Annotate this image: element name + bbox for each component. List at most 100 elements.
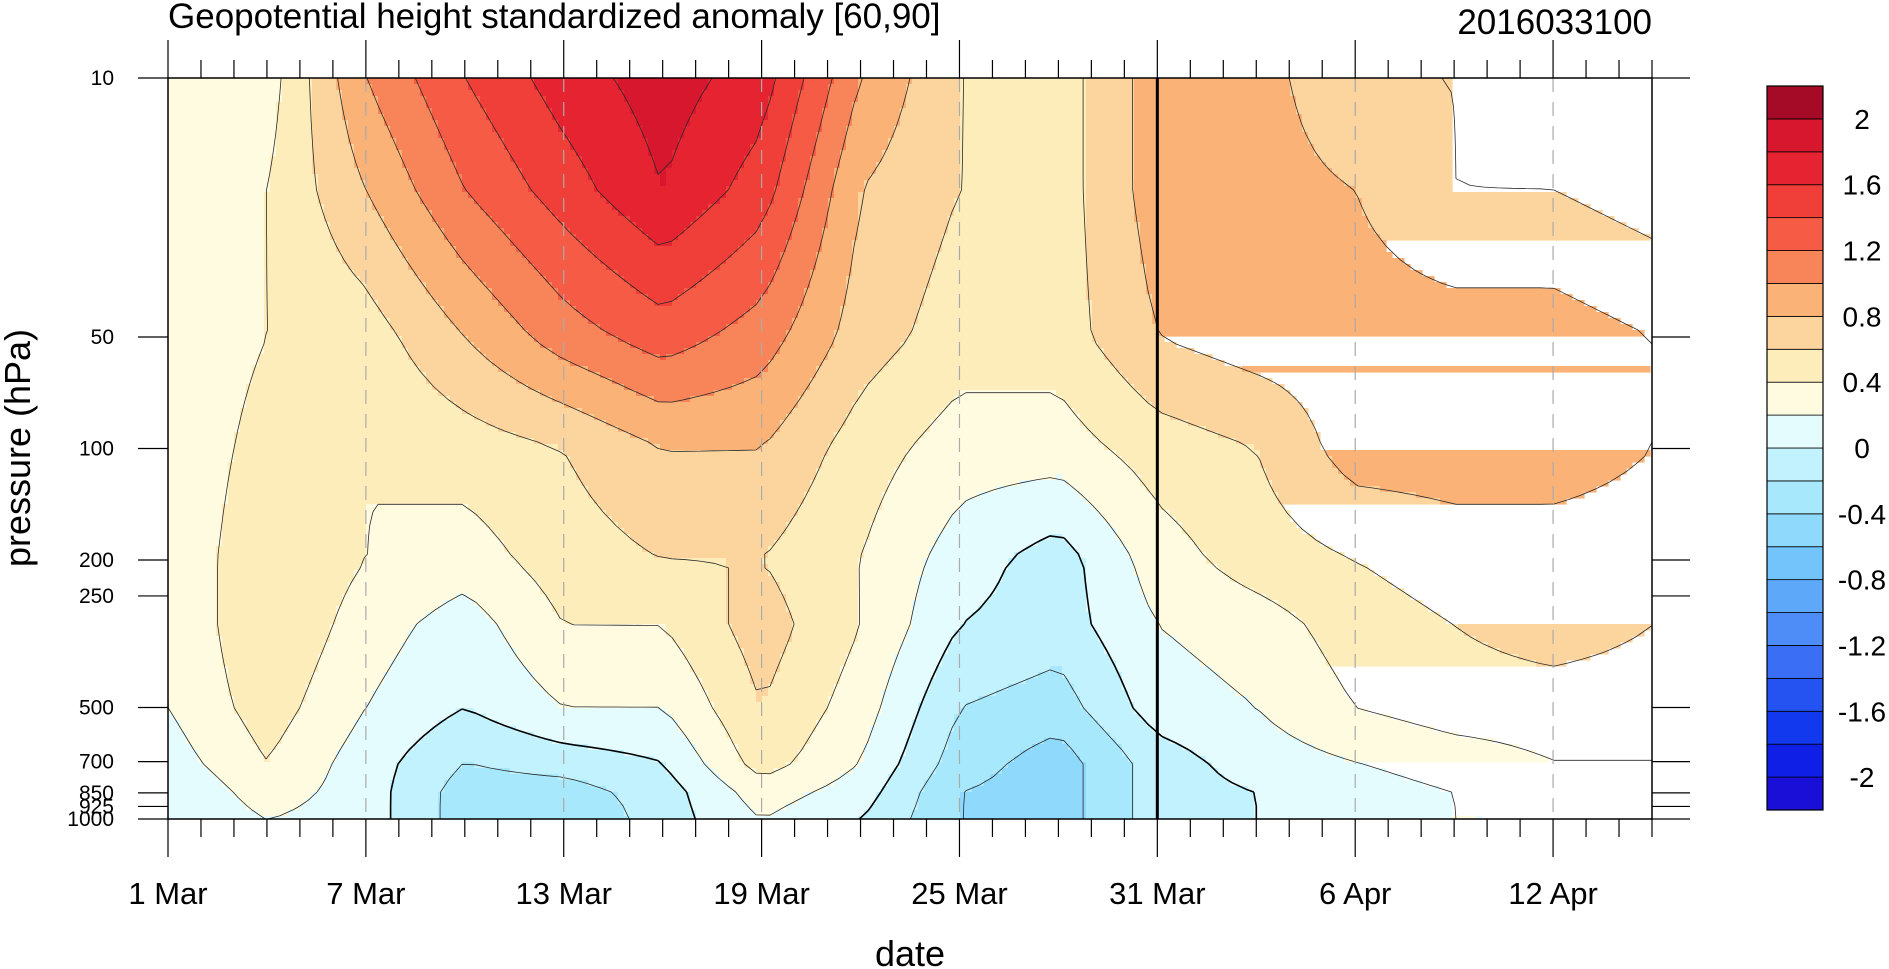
contour-cell: [1254, 588, 1405, 595]
contour-cell: [336, 240, 397, 247]
contour-cell: [984, 600, 1087, 607]
contour-cell: [810, 282, 847, 289]
contour-cell: [768, 570, 859, 577]
contour-cell: [264, 192, 319, 199]
contour-cell: [1086, 798, 1135, 805]
contour-cell: [804, 300, 847, 307]
contour-cell: [1134, 132, 1309, 139]
contour-cell: [486, 114, 553, 121]
x-tick-label: 6 Apr: [1319, 876, 1391, 911]
contour-cell: [168, 630, 217, 637]
contour-cell: [738, 750, 799, 757]
contour-cell: [570, 144, 649, 151]
contour-cell: [906, 90, 961, 97]
contour-cell: [798, 204, 829, 211]
contour-cell: [768, 564, 859, 571]
contour-cell: [276, 114, 313, 121]
x-tick-label: 13 Mar: [515, 876, 611, 911]
contour-cell: [582, 480, 811, 487]
contour-cell: [870, 732, 913, 739]
colorbar-swatch: [1766, 315, 1824, 350]
contour-cell: [858, 576, 919, 583]
contour-cell: [936, 258, 1087, 265]
contour-cell: [444, 780, 589, 787]
contour-cell: [786, 414, 847, 421]
colorbar-swatch: [1766, 118, 1824, 153]
contour-cell: [168, 456, 235, 463]
contour-cell: [168, 222, 265, 229]
contour-cell: [816, 132, 847, 139]
contour-cell: [846, 144, 889, 151]
contour-cell: [570, 360, 769, 367]
contour-cell: [768, 552, 865, 559]
contour-cell: [816, 468, 895, 475]
contour-cell: [330, 624, 415, 631]
contour-cell: [924, 786, 973, 793]
contour-cell: [696, 816, 859, 819]
contour-cell: [864, 384, 1135, 391]
contour-cell: [756, 138, 787, 145]
contour-cell: [168, 462, 229, 469]
contour-cell: [606, 330, 721, 337]
contour-cell: [918, 312, 1093, 319]
contour-cell: [318, 666, 391, 673]
contour-cell: [1056, 390, 1141, 397]
contour-cell: [894, 768, 937, 775]
contour-cell: [828, 204, 859, 211]
contour-cell: [1086, 150, 1135, 157]
contour-cell: [426, 102, 481, 109]
colorbar-label: -0.8: [1838, 565, 1886, 596]
contour-cell: [798, 510, 877, 517]
contour-cell: [1224, 678, 1339, 685]
contour-cell: [1146, 396, 1297, 403]
contour-cell: [1116, 450, 1261, 457]
contour-cell: [378, 300, 439, 307]
contour-cell: [312, 144, 355, 151]
contour-cell: [1308, 624, 1459, 631]
contour-cell: [894, 468, 1135, 475]
contour-cell: [912, 624, 961, 631]
contour-cell: [246, 402, 457, 409]
contour-cell: [234, 438, 535, 445]
contour-cell: [882, 708, 919, 715]
contour-cell: [822, 456, 907, 463]
contour-cell: [786, 156, 811, 163]
contour-cell: [822, 246, 853, 253]
contour-cell: [816, 252, 853, 259]
contour-cell: [1086, 120, 1135, 127]
contour-cell: [492, 126, 559, 133]
contour-cell: [900, 114, 961, 121]
contour-cell: [642, 228, 685, 235]
contour-cell: [960, 624, 1093, 631]
contour-cell: [792, 114, 823, 121]
contour-cell: [510, 234, 577, 241]
contour-cell: [258, 360, 415, 367]
contour-cell: [474, 600, 553, 607]
contour-cell: [1086, 180, 1135, 187]
contour-cell: [1182, 744, 1315, 751]
contour-cell: [906, 450, 1117, 457]
contour-cell: [1092, 624, 1159, 631]
contour-cell: [684, 786, 733, 793]
contour-cell: [1266, 594, 1411, 601]
contour-cell: [1086, 198, 1135, 205]
contour-cell: [396, 144, 445, 151]
contour-cell: [168, 672, 229, 679]
contour-cell: [1134, 108, 1297, 115]
contour-cell: [1134, 816, 1255, 819]
contour-cell: [744, 648, 787, 655]
contour-cell: [168, 576, 217, 583]
contour-cell: [630, 282, 697, 289]
contour-cell: [1092, 324, 1159, 331]
contour-cell: [1014, 756, 1081, 763]
contour-cell: [252, 378, 427, 385]
contour-cell: [792, 318, 841, 325]
contour-cell: [558, 702, 715, 709]
contour-cell: [666, 174, 739, 181]
contour-cell: [828, 102, 853, 109]
contour-cell: [318, 180, 367, 187]
contour-cell: [612, 516, 793, 523]
contour-cell: [816, 264, 853, 271]
contour-cell: [528, 186, 595, 193]
contour-cell: [924, 696, 979, 703]
